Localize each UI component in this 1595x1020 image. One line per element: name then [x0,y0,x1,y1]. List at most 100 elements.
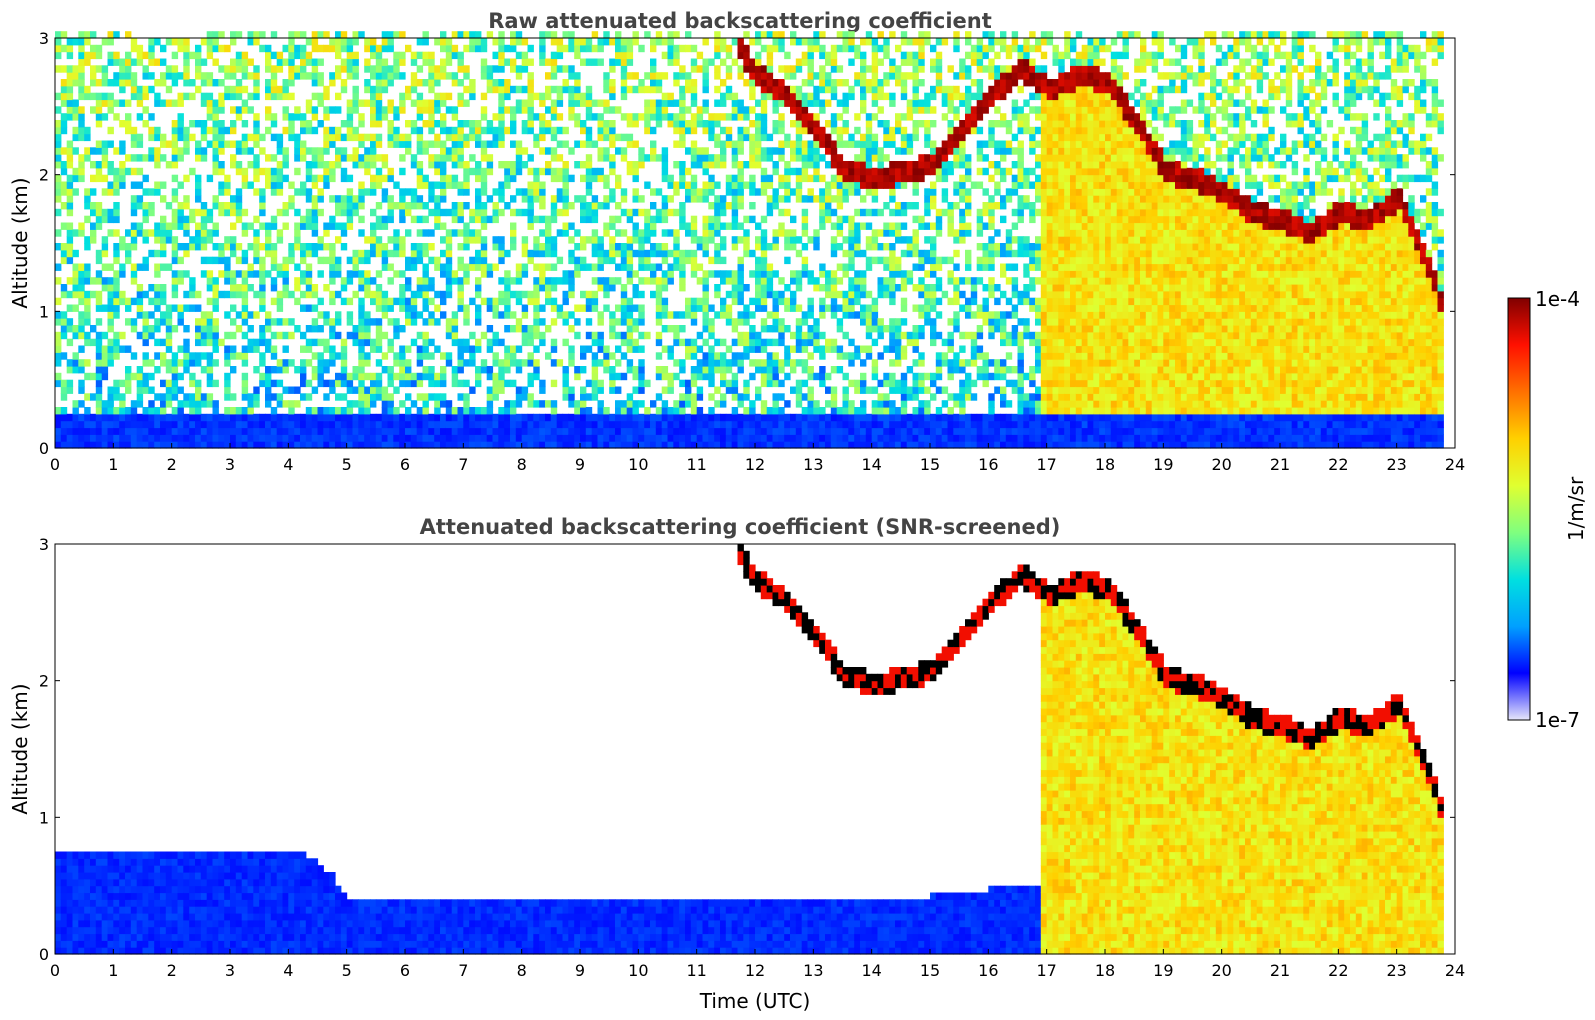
heatmap-cell [270,427,278,435]
heatmap-cell [673,188,680,196]
heatmap-cell [760,407,768,415]
heatmap-cell [655,249,663,258]
heatmap-cell [323,284,330,292]
heatmap-cell [801,113,809,121]
heatmap-cell [451,154,459,162]
heatmap-cell [568,106,575,114]
heatmap-cell [305,120,313,128]
heatmap-cell [370,147,377,155]
heatmap-cell [340,338,348,347]
heatmap-cell [591,249,599,258]
heatmap-cell [381,249,389,258]
heatmap-cell [370,38,377,46]
heatmap-cell [784,195,791,203]
heatmap-cell [533,236,540,244]
heatmap-cell [737,147,744,155]
heatmap-cell [574,99,581,107]
heatmap-cell [749,202,756,210]
heatmap-cell [725,202,733,210]
heatmap-cell [819,331,826,340]
heatmap-cell [527,441,534,449]
heatmap-cell [527,99,534,107]
heatmap-cell [370,51,377,60]
heatmap-cell [160,290,167,299]
heatmap-cell [224,277,231,285]
heatmap-cell [370,427,377,435]
heatmap-cell [620,427,628,435]
heatmap-cell [679,263,686,271]
heatmap-cell [171,195,179,203]
heatmap-cell [714,290,721,299]
heatmap-cell [720,393,727,401]
heatmap-cell [55,318,62,326]
heatmap-cell [597,427,604,435]
heatmap-cell [830,222,838,230]
heatmap-cell [790,188,797,196]
heatmap-cell [247,434,254,442]
heatmap-cell [282,284,289,292]
heatmap-cell [335,379,342,388]
heatmap-cell [154,133,161,142]
heatmap-cell [183,65,190,73]
heatmap-cell [475,44,482,53]
heatmap-cell [358,133,365,142]
heatmap-cell [743,420,750,429]
heatmap-cell [195,325,202,333]
heatmap-cell [165,359,173,367]
heatmap-cell [457,215,464,224]
heatmap-cell [317,413,324,422]
heatmap-cell [591,427,599,435]
heatmap-cell [836,229,844,237]
heatmap-cell [585,413,593,422]
heatmap-cell [364,284,371,292]
heatmap-cell [387,167,394,176]
heatmap-cell [480,140,488,148]
heatmap-cell [235,413,243,422]
heatmap-cell [702,413,709,422]
heatmap-cell [60,44,68,53]
heatmap-cell [72,352,79,360]
heatmap-cell [819,297,826,306]
heatmap-cell [410,161,418,169]
heatmap-cell [305,195,313,203]
heatmap-cell [66,379,74,388]
heatmap-cell [585,427,593,435]
heatmap-cell [778,99,785,107]
heatmap-cell [235,215,243,224]
heatmap-cell [842,270,849,278]
heatmap-cell [177,222,184,230]
heatmap-cell [731,202,739,210]
heatmap-cell [405,202,412,210]
heatmap-cell [195,304,202,312]
heatmap-cell [259,277,266,285]
heatmap-cell [755,263,762,271]
heatmap-cell [416,126,424,135]
heatmap-cell [375,297,383,306]
heatmap-cell [475,263,482,271]
heatmap-cell [270,434,278,442]
chart-title: Raw attenuated backscattering coefficien… [488,9,992,33]
heatmap-cell [358,359,365,367]
heatmap-cell [195,379,202,388]
heatmap-cell [661,345,669,353]
heatmap-cell [294,386,301,394]
heatmap-cell [813,318,820,326]
heatmap-cell [720,147,727,155]
heatmap-cell [375,215,383,224]
heatmap-cell [539,318,546,326]
heatmap-cell [95,120,103,128]
heatmap-cell [568,174,575,183]
heatmap-cell [865,236,873,244]
heatmap-cell [329,379,336,388]
heatmap-cell [288,434,295,442]
heatmap-cell [865,441,873,449]
heatmap-cell [107,345,114,353]
heatmap-cell [346,400,354,408]
heatmap-cell [463,379,470,388]
heatmap-cell [562,126,569,135]
heatmap-cell [743,318,750,326]
heatmap-cell [346,318,354,326]
heatmap-cell [60,147,68,155]
heatmap-cell [550,99,558,107]
heatmap-cell [130,297,138,306]
